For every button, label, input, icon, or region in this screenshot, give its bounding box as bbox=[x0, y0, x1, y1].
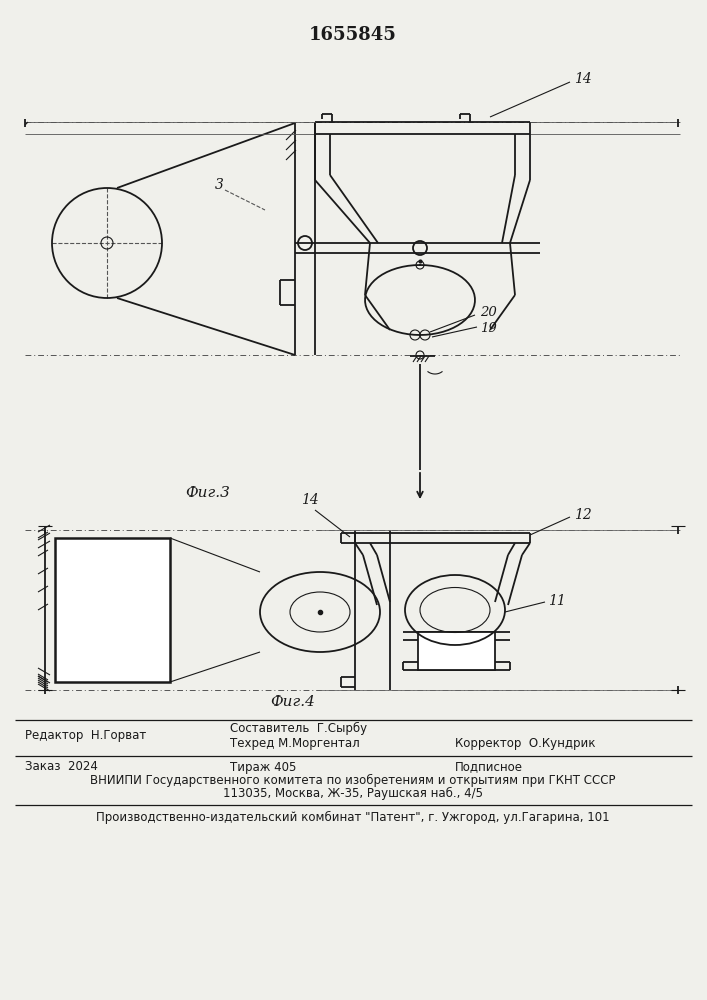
Text: Редактор  Н.Горват: Редактор Н.Горват bbox=[25, 728, 146, 742]
Text: Техред М.Моргентал: Техред М.Моргентал bbox=[230, 738, 360, 750]
Text: 11: 11 bbox=[548, 594, 566, 608]
Text: Заказ  2024: Заказ 2024 bbox=[25, 760, 98, 774]
Text: 113035, Москва, Ж-35, Раушская наб., 4/5: 113035, Москва, Ж-35, Раушская наб., 4/5 bbox=[223, 786, 483, 800]
Text: ВНИИПИ Государственного комитета по изобретениям и открытиям при ГКНТ СССР: ВНИИПИ Государственного комитета по изоб… bbox=[90, 773, 616, 787]
Text: 1655845: 1655845 bbox=[309, 26, 397, 44]
Bar bbox=[55, 538, 170, 682]
Bar bbox=[418, 632, 495, 670]
Text: Производственно-издательский комбинат "Патент", г. Ужгород, ул.Гагарина, 101: Производственно-издательский комбинат "П… bbox=[96, 810, 610, 824]
Text: 3: 3 bbox=[215, 178, 224, 192]
Text: 12: 12 bbox=[574, 508, 592, 522]
Text: 19: 19 bbox=[480, 322, 497, 334]
Text: Фиг.3: Фиг.3 bbox=[185, 486, 230, 500]
Text: Тираж 405: Тираж 405 bbox=[230, 760, 296, 774]
Text: 20: 20 bbox=[480, 306, 497, 318]
Text: Подписное: Подписное bbox=[455, 760, 523, 774]
Text: Корректор  О.Кундрик: Корректор О.Кундрик bbox=[455, 738, 595, 750]
Text: Составитель  Г.Сырбу: Составитель Г.Сырбу bbox=[230, 721, 367, 735]
Text: 14: 14 bbox=[301, 493, 319, 507]
Text: 14: 14 bbox=[574, 72, 592, 86]
Text: Фиг.4: Фиг.4 bbox=[270, 695, 315, 709]
